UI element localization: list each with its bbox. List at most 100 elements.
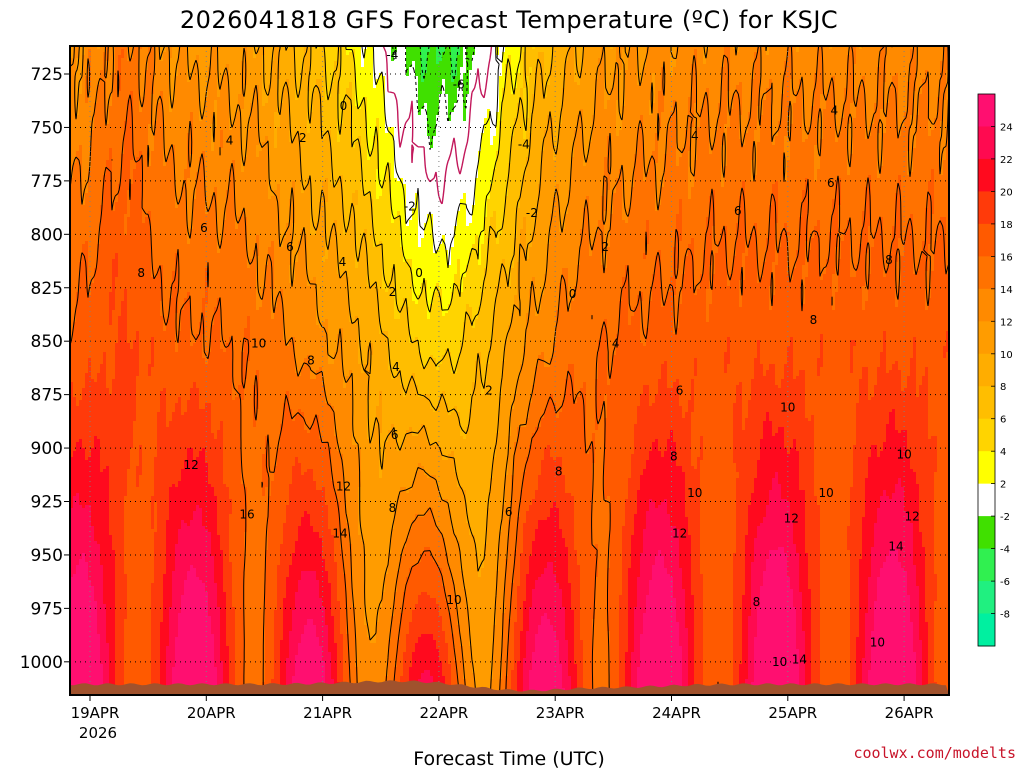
x-tick-label: 24APR [652, 704, 701, 722]
colorbar-label: -6 [1000, 577, 1010, 588]
contour-label: 0 [340, 99, 348, 113]
contour-label: -2 [404, 200, 416, 214]
colorbar-swatch [978, 451, 995, 484]
contour-label: 4 [339, 255, 347, 269]
plot-area: -4-6-4-2 -2000222244444466666668888888810… [70, 46, 952, 700]
colorbar-label: 18 [1000, 220, 1013, 231]
colorbar-label: 2 [1000, 480, 1006, 491]
contour-label: 10 [780, 401, 795, 415]
colorbar-swatch [978, 516, 995, 549]
contour-label: 10 [870, 636, 885, 650]
colorbar-swatch [978, 256, 995, 289]
contour-label: 6 [286, 240, 294, 254]
contour-label: 14 [888, 539, 903, 553]
contour-label: 12 [336, 480, 351, 494]
colorbar-label: 8 [1000, 382, 1006, 393]
colorbar-swatch [978, 484, 995, 517]
colorbar-label: 12 [1000, 317, 1013, 328]
contour-label: 12 [905, 510, 920, 524]
colorbar-swatch [978, 321, 995, 354]
contour-label: -2 [526, 206, 538, 220]
contour-label: 6 [734, 204, 742, 218]
colorbar-swatch [978, 94, 995, 127]
y-tick-label: 900 [31, 439, 63, 459]
contour-label: 8 [885, 253, 893, 267]
contour-label: -6 [453, 78, 465, 92]
contour-label: -4 [518, 138, 530, 152]
contour-label: 10 [819, 486, 834, 500]
colorbar-swatch [978, 191, 995, 224]
contour-label: 8 [753, 595, 761, 609]
colorbar-label: 20 [1000, 187, 1013, 198]
colorbar-swatch [978, 614, 995, 647]
contour-label: 12 [184, 458, 199, 472]
contour-label: 10 [251, 336, 266, 350]
y-tick-label: 950 [31, 546, 63, 566]
contour-label: 10 [772, 655, 787, 669]
contour-label: 2 [389, 285, 397, 299]
x-tick-label: 25APR [768, 704, 817, 722]
colorbar-label: 16 [1000, 252, 1013, 263]
x-tick-label: 26APR [885, 704, 934, 722]
contour-label: 16 [239, 507, 254, 521]
colorbar-swatch [978, 126, 995, 159]
contour-label: 6 [676, 383, 684, 397]
contour-label: 4 [830, 103, 838, 117]
contour-label: 8 [389, 501, 397, 515]
x-axis: 19APR 20APR 21APR 22APR 23APR 24APR 25APR 26APR [71, 695, 934, 722]
colorbar-swatch [978, 289, 995, 322]
x-axis-label: Forecast Time (UTC) [413, 748, 604, 768]
contour-label: 6 [200, 221, 208, 235]
contour-label: 14 [792, 653, 807, 667]
contour-label: 4 [226, 133, 234, 147]
x-tick-label: 23APR [536, 704, 585, 722]
credit-text: coolwx.com/modelts [853, 744, 1016, 762]
contour-label: 8 [555, 465, 563, 479]
colorbar-label: 6 [1000, 415, 1006, 426]
y-tick-label: 750 [31, 118, 63, 138]
chart-title: 2026041818 GFS Forecast Temperature (ºC)… [180, 6, 838, 34]
contour-label: 8 [670, 450, 678, 464]
y-tick-label: 775 [31, 172, 63, 192]
contour-label: 6 [391, 428, 399, 442]
contour-label: 6 [505, 505, 513, 519]
colorbar-label: 14 [1000, 285, 1013, 296]
colorbar-swatch [978, 386, 995, 419]
x-tick-label: 21APR [303, 704, 352, 722]
colorbar-label: -8 [1000, 610, 1010, 621]
contour-label: 2 [601, 240, 609, 254]
contour-label: 10 [896, 448, 911, 462]
contour-label: 6 [827, 176, 835, 190]
colorbar-swatch [978, 419, 995, 452]
colorbar-label: 22 [1000, 155, 1013, 166]
contour-label: 4 [392, 360, 400, 374]
x-tick-label: 22APR [419, 704, 468, 722]
x-year-label: 2026 [79, 724, 117, 742]
colorbar-label: 4 [1000, 447, 1006, 458]
temperature-chart: 2026041818 GFS Forecast Temperature (ºC)… [0, 0, 1024, 768]
y-tick-label: 850 [31, 332, 63, 352]
y-tick-label: 1000 [20, 653, 63, 673]
y-tick-label: 975 [31, 599, 63, 619]
contour-label: 4 [691, 129, 699, 143]
contour-label: 10 [446, 593, 461, 607]
contour-label: 0 [569, 287, 577, 301]
contour-label: 14 [332, 527, 347, 541]
x-tick-label: 20APR [187, 704, 236, 722]
y-tick-label: 725 [31, 65, 63, 85]
colorbar-swatch [978, 581, 995, 614]
y-tick-label: 925 [31, 493, 63, 513]
colorbar-swatch [978, 549, 995, 582]
contour-label: -4 [386, 48, 398, 62]
contour-label: 10 [687, 486, 702, 500]
contour-label: 2 [485, 383, 493, 397]
contour-label: 12 [784, 512, 799, 526]
colorbar-swatch [978, 224, 995, 257]
colorbar-swatch [978, 354, 995, 387]
colorbar-swatch [978, 159, 995, 192]
contour-label: 8 [137, 266, 145, 280]
y-tick-label: 875 [31, 386, 63, 406]
contour-label: 8 [307, 353, 315, 367]
